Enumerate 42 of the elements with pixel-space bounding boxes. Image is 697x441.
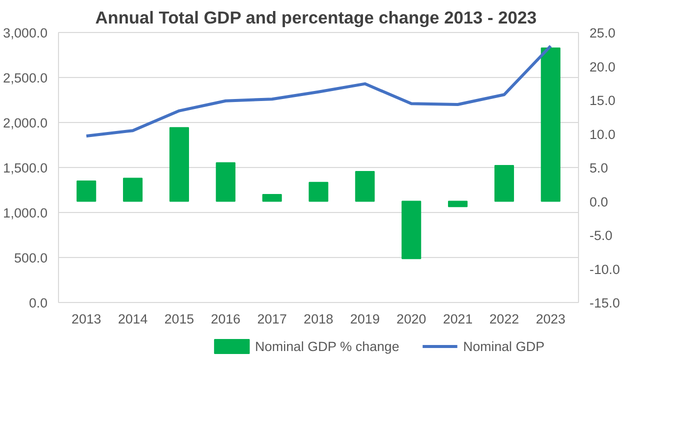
bar xyxy=(540,48,560,202)
x-tick-label: 2022 xyxy=(489,312,520,326)
bar xyxy=(76,180,96,202)
bar xyxy=(308,182,328,202)
bar xyxy=(448,200,468,208)
y-tick-label: 1,000.0 xyxy=(3,206,48,220)
x-tick-label: 2014 xyxy=(118,312,148,326)
bar xyxy=(355,171,375,202)
y-tick-label: 0.0 xyxy=(28,296,48,310)
y2-tick-label: 5.0 xyxy=(590,160,608,176)
bar xyxy=(169,127,189,202)
bar xyxy=(494,164,514,202)
bar xyxy=(262,194,282,202)
x-tick-label: 2020 xyxy=(396,312,426,326)
y-tick-label: 2,000.0 xyxy=(3,116,48,130)
y2-tick-label: 0.0 xyxy=(590,194,608,210)
legend-label: Nominal GDP xyxy=(463,339,545,354)
y-tick-label: 1,500.0 xyxy=(3,160,48,176)
y2-tick-label: 25.0 xyxy=(590,26,616,40)
bar xyxy=(402,200,422,260)
y2-tick-label: -10.0 xyxy=(590,262,620,277)
bar xyxy=(123,178,143,202)
y2-tick-label: -15.0 xyxy=(590,296,620,310)
x-tick-label: 2015 xyxy=(164,312,194,326)
x-tick-label: 2021 xyxy=(442,312,473,326)
y-tick-label: 2,500.0 xyxy=(3,70,48,86)
x-tick-label: 2019 xyxy=(350,312,380,326)
line-series xyxy=(84,44,552,138)
x-tick-label: 2016 xyxy=(210,312,240,326)
x-tick-label: 2018 xyxy=(304,312,334,326)
y-tick-label: 3,000.0 xyxy=(3,26,48,40)
bar xyxy=(216,162,236,202)
y2-tick-label: 20.0 xyxy=(590,59,616,74)
x-tick-label: 2013 xyxy=(72,312,102,326)
x-tick-label: 2017 xyxy=(257,312,287,326)
legend-label: Nominal GDP % change xyxy=(255,339,400,354)
y2-tick-label: 15.0 xyxy=(590,93,616,108)
chart-title: Annual Total GDP and percentage change 2013 - 2023 xyxy=(95,8,537,28)
x-tick-label: 2023 xyxy=(536,312,566,326)
y2-tick-label: 10.0 xyxy=(590,126,616,142)
y2-tick-label: -5.0 xyxy=(590,228,612,243)
y-tick-label: 500.0 xyxy=(14,250,48,266)
